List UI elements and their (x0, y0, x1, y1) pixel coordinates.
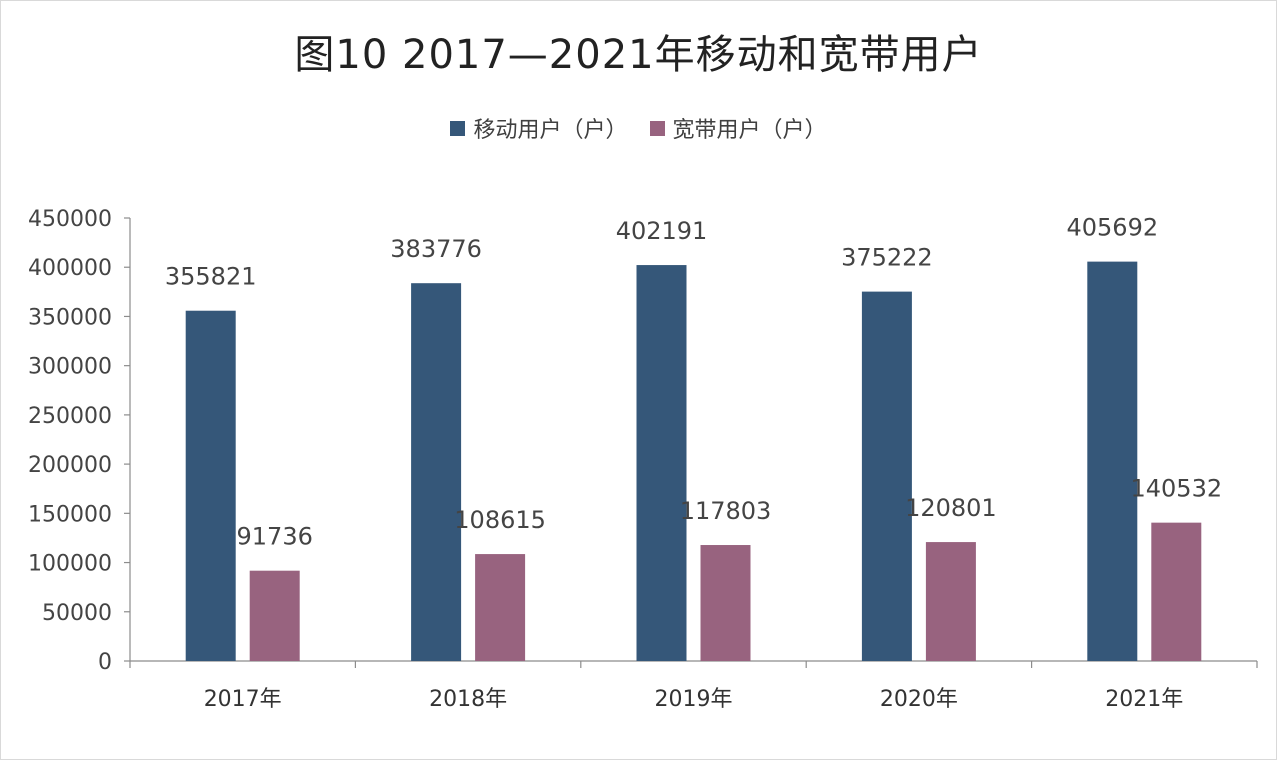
data-label-broadband: 91736 (237, 523, 313, 551)
bar-broadband (700, 545, 751, 661)
y-tick-label: 0 (98, 650, 112, 675)
legend-label-broadband: 宽带用户（户） (672, 118, 827, 143)
legend-label-mobile: 移动用户（户） (473, 118, 628, 143)
data-label-broadband: 117803 (680, 497, 772, 525)
x-category-label: 2021年 (1105, 687, 1183, 712)
y-tick-label: 400000 (28, 256, 112, 281)
bar-mobile (185, 310, 236, 661)
legend-item-mobile: 移动用户（户） (450, 112, 628, 144)
data-label-mobile: 402191 (616, 217, 708, 245)
y-tick-label: 450000 (28, 207, 112, 232)
bar-broadband (925, 542, 976, 661)
data-label-broadband: 140532 (1130, 475, 1222, 503)
bar-mobile (636, 265, 687, 661)
x-category-label: 2020年 (880, 687, 958, 712)
data-label-mobile: 383776 (390, 235, 482, 263)
y-tick-label: 50000 (42, 601, 112, 626)
y-tick-label: 150000 (28, 502, 112, 527)
bar-mobile (1087, 261, 1138, 661)
y-tick-label: 350000 (28, 305, 112, 330)
bar-broadband (1151, 522, 1202, 661)
data-label-broadband: 108615 (454, 506, 546, 534)
x-category-label: 2017年 (204, 687, 282, 712)
data-label-mobile: 405692 (1066, 214, 1158, 242)
legend-swatch-broadband (649, 120, 665, 136)
legend-item-broadband: 宽带用户（户） (649, 112, 827, 144)
y-tick-label: 200000 (28, 453, 112, 478)
data-label-mobile: 375222 (841, 244, 933, 272)
bar-broadband (475, 554, 526, 661)
bar-mobile (411, 283, 462, 661)
y-tick-label: 100000 (28, 552, 112, 577)
legend-swatch-mobile (450, 120, 466, 136)
chart-title: 图10 2017—2021年移动和宽带用户 (294, 32, 983, 78)
y-tick-label: 250000 (28, 404, 112, 429)
bar-broadband (249, 570, 300, 661)
y-tick-label: 300000 (28, 355, 112, 380)
x-category-label: 2018年 (429, 687, 507, 712)
x-category-label: 2019年 (655, 687, 733, 712)
data-label-mobile: 355821 (165, 263, 257, 291)
data-label-broadband: 120801 (905, 494, 997, 522)
bar-mobile (861, 291, 912, 661)
chart-legend: 移动用户（户） 宽带用户（户） (0, 112, 1277, 144)
